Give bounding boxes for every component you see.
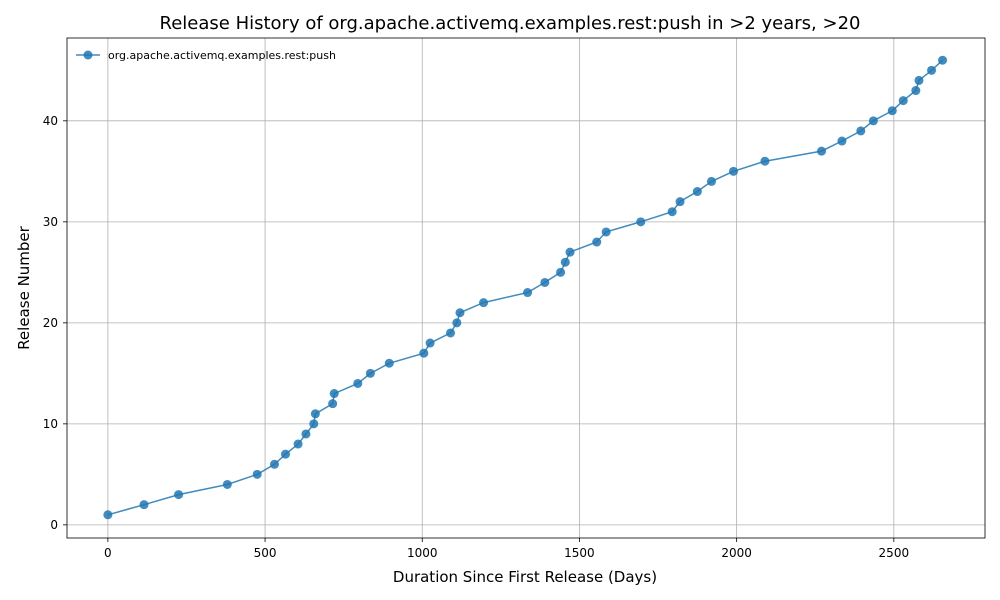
data-point (601, 227, 611, 237)
data-point (329, 389, 339, 399)
data-point (667, 207, 677, 217)
data-point (837, 136, 847, 146)
x-axis-label: Duration Since First Release (Days) (393, 568, 657, 586)
y-tick-label: 40 (43, 114, 58, 128)
data-point (898, 96, 908, 106)
grid-lines (67, 38, 985, 538)
chart-title: Release History of org.apache.activemq.e… (160, 13, 861, 34)
legend: org.apache.activemq.examples.rest:push (76, 49, 336, 62)
data-point (353, 378, 363, 388)
data-point (252, 469, 262, 479)
x-tick-label: 1000 (407, 546, 438, 560)
legend-point-marker (83, 50, 93, 60)
data-point (675, 197, 685, 207)
data-point (911, 86, 921, 96)
data-point (452, 318, 462, 328)
x-tick-label: 2000 (721, 546, 752, 560)
y-axis-label: Release Number (15, 225, 33, 349)
data-point (479, 298, 489, 308)
y-tick-label: 20 (43, 316, 58, 330)
axis-ticks: 0 500 1000 1500 2000 2500 0 10 20 30 40 (43, 114, 909, 560)
x-tick-label: 500 (254, 546, 277, 560)
series-layer (103, 55, 948, 520)
y-tick-label: 10 (43, 417, 58, 431)
data-point (728, 166, 738, 176)
data-point (856, 126, 866, 136)
data-point (565, 247, 575, 257)
data-point (556, 267, 566, 277)
data-point (914, 75, 924, 85)
data-point (222, 479, 232, 489)
data-point (310, 409, 320, 419)
y-tick-label: 0 (50, 518, 58, 532)
data-point (384, 358, 394, 368)
data-point (365, 368, 375, 378)
data-point (887, 106, 897, 116)
data-point (523, 288, 533, 298)
data-point (592, 237, 602, 247)
data-point (293, 439, 303, 449)
data-point (309, 419, 319, 429)
data-point (301, 429, 311, 439)
data-point (868, 116, 878, 126)
x-tick-label: 2500 (879, 546, 910, 560)
data-point (636, 217, 646, 227)
data-point (927, 65, 937, 75)
plot-frame (66, 37, 986, 539)
data-point (174, 490, 184, 500)
data-point (455, 308, 465, 318)
data-point (139, 500, 149, 510)
x-tick-label: 1500 (564, 546, 595, 560)
data-point (760, 156, 770, 166)
data-point (103, 510, 113, 520)
legend-series-label: org.apache.activemq.examples.rest:push (108, 49, 336, 62)
data-point (269, 459, 279, 469)
data-point (280, 449, 290, 459)
data-point (817, 146, 827, 156)
data-point (328, 399, 338, 409)
y-tick-label: 30 (43, 215, 58, 229)
data-point (938, 55, 948, 65)
series-line (107, 59, 944, 516)
data-point (560, 257, 570, 267)
data-point (425, 338, 435, 348)
data-point (446, 328, 456, 338)
x-tick-label: 0 (104, 546, 112, 560)
data-point (706, 176, 716, 186)
data-point (419, 348, 429, 358)
data-point (540, 277, 550, 287)
data-point (692, 187, 702, 197)
